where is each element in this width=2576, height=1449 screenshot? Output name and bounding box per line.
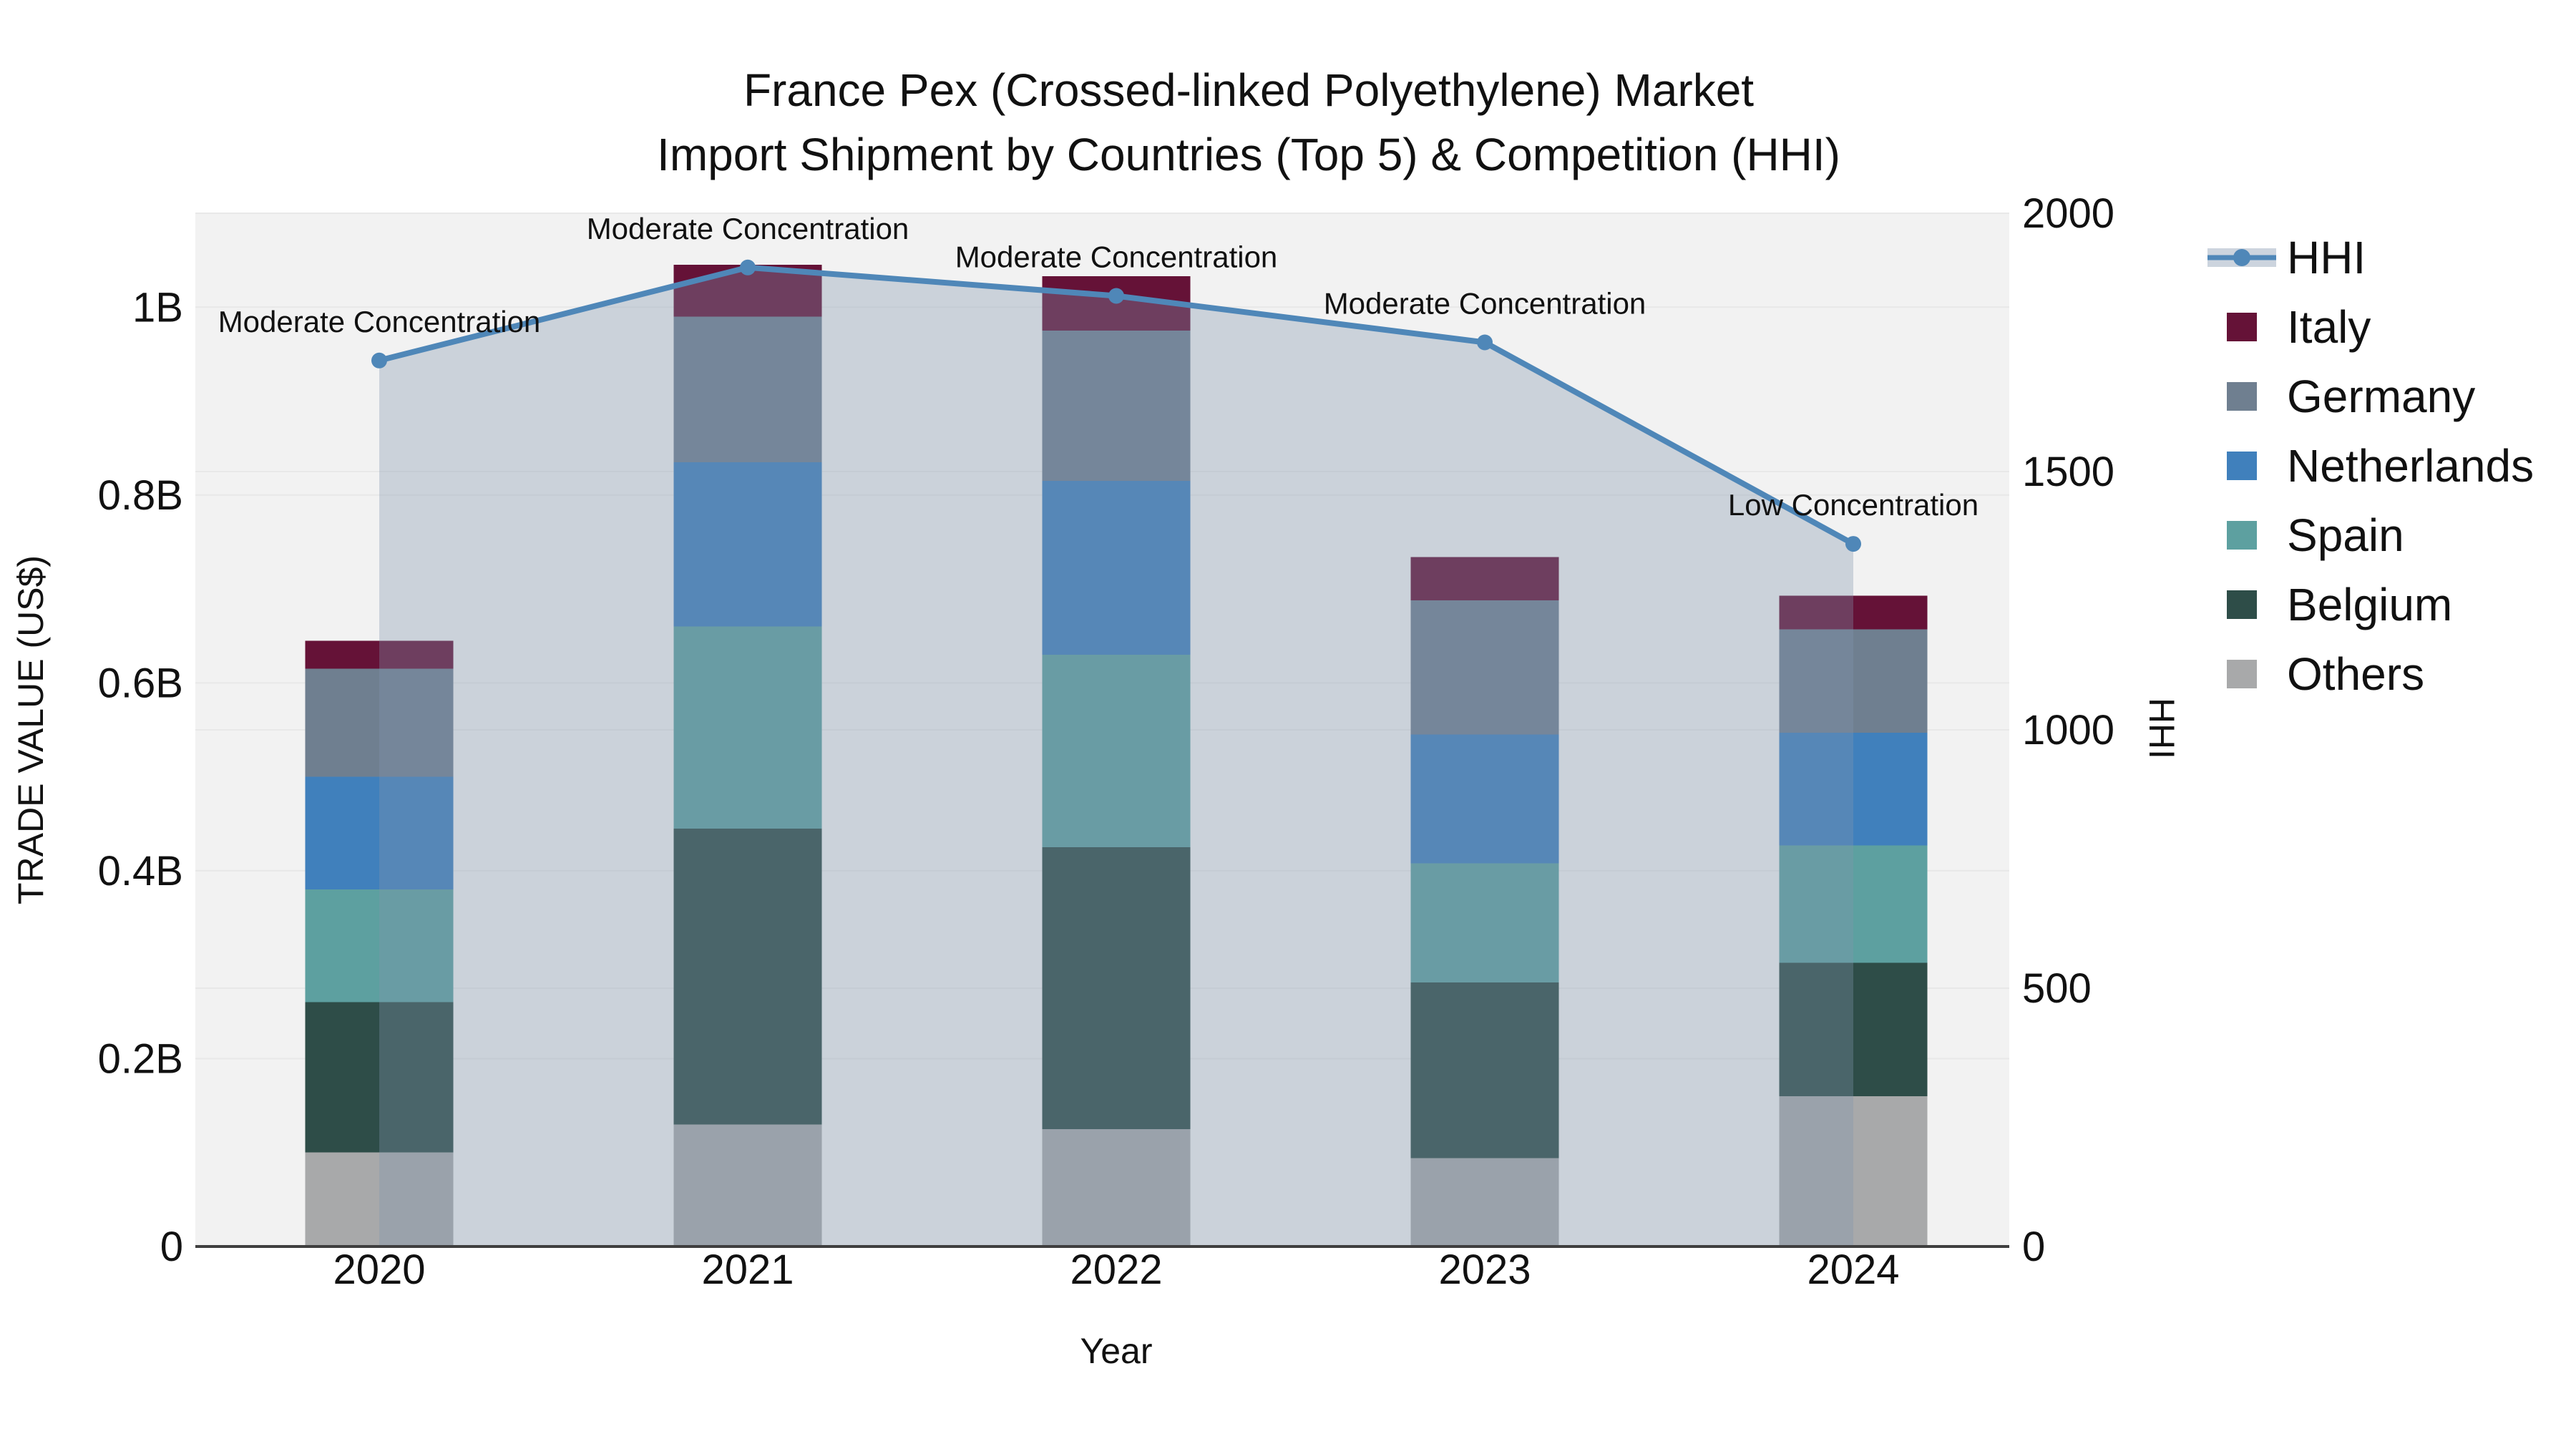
hhi-marker-2021[interactable] [740,259,756,275]
hhi-marker-2024[interactable] [1845,536,1861,552]
bar-segment-2024-germany[interactable] [1779,629,1928,733]
annotation-2020: Moderate Concentration [218,305,541,338]
chart-title-line1: France Pex (Crossed-linked Polyethylene)… [743,64,1754,116]
legend-swatch-spain [2227,521,2257,550]
bar-segment-2024-italy[interactable] [1779,595,1928,630]
bar-segment-2020-others[interactable] [305,1152,454,1246]
hhi-line-layer [371,259,1861,552]
y-axis-title: TRADE VALUE (US$) [11,555,51,904]
y-tick-label: 0.8B [98,472,183,519]
hhi-area-layer [379,267,1853,1246]
bar-segment-2022-spain[interactable] [1042,654,1191,848]
legend-item-germany[interactable]: Germany [2227,371,2475,422]
legend-label-italy: Italy [2287,301,2371,353]
bar-segment-2020-belgium[interactable] [305,1002,454,1153]
legend-label-hhi: HHI [2287,232,2366,283]
legend-swatch-germany [2227,382,2257,411]
legend-item-belgium[interactable]: Belgium [2227,579,2452,630]
legend-item-hhi[interactable]: HHI [2207,232,2366,283]
x-tick-label: 2024 [1807,1246,1899,1293]
y2-tick-label: 1500 [2022,449,2114,495]
bar-segment-2023-spain[interactable] [1410,863,1559,983]
bar-segment-2020-germany[interactable] [305,668,454,777]
hhi-marker-2023[interactable] [1477,334,1493,351]
legend: HHI Italy Germany Netherlands Spain Belgium Ot… [2207,232,2534,700]
legend-item-italy[interactable]: Italy [2227,301,2371,353]
bar-segment-2021-belgium[interactable] [673,828,822,1125]
chart-title-line2: Import Shipment by Countries (Top 5) & C… [657,129,1840,180]
y-tick-label: 0.6B [98,660,183,706]
annotation-2023: Moderate Concentration [1324,287,1646,321]
y2-tick-label: 1000 [2022,707,2114,753]
x-axis-title: Year [1080,1331,1152,1371]
annotation-2021: Moderate Concentration [587,212,909,245]
legend-label-belgium: Belgium [2287,579,2452,630]
x-tick-label: 2022 [1070,1246,1162,1293]
annotation-layer: Moderate Concentration Moderate Concentra… [218,212,1979,522]
x-tick-label: 2021 [701,1246,794,1293]
bar-segment-2020-spain[interactable] [305,889,454,1002]
y-tick-label: 0.4B [98,848,183,894]
bar-segment-2023-italy[interactable] [1410,557,1559,600]
hhi-marker-2022[interactable] [1108,288,1124,304]
y2-tick-label: 2000 [2022,190,2114,237]
legend-label-others: Others [2287,648,2424,700]
bar-segment-2021-others[interactable] [673,1124,822,1246]
y2-axis-title: HHI [2142,698,2182,759]
axis-tick-layer: 0 0.2B 0.4B 0.6B 0.8B 1B 0 500 1000 1500 2000 2020 2… [98,190,2114,1293]
bar-segment-2024-netherlands[interactable] [1779,732,1928,846]
y-tick-label: 0 [160,1224,183,1270]
bar-segment-2022-germany[interactable] [1042,331,1191,482]
bar-segment-2024-belgium[interactable] [1779,962,1928,1096]
y-tick-label: 0.2B [98,1035,183,1082]
bar-segment-2020-netherlands[interactable] [305,776,454,890]
bar-segment-2023-belgium[interactable] [1410,982,1559,1158]
x-tick-label: 2023 [1438,1246,1531,1293]
bar-segment-2022-netherlands[interactable] [1042,481,1191,655]
bar-segment-2021-spain[interactable] [673,626,822,829]
bar-segment-2020-italy[interactable] [305,640,454,669]
legend-label-spain: Spain [2287,509,2404,561]
y2-tick-label: 500 [2022,965,2092,1012]
x-tick-label: 2020 [333,1246,425,1293]
stacked-bars-layer [305,265,1928,1246]
bar-segment-2022-others[interactable] [1042,1128,1191,1246]
y-tick-label: 1B [132,284,183,331]
bar-segment-2024-others[interactable] [1779,1096,1928,1246]
bar-segment-2023-netherlands[interactable] [1410,734,1559,864]
legend-swatch-belgium [2227,590,2257,619]
bar-segment-2021-germany[interactable] [673,316,822,462]
legend-label-netherlands: Netherlands [2287,440,2534,492]
bar-segment-2022-belgium[interactable] [1042,847,1191,1129]
legend-item-netherlands[interactable]: Netherlands [2227,440,2534,492]
hhi-marker-2020[interactable] [371,352,387,369]
legend-swatch-others [2227,660,2257,688]
legend-swatch-netherlands [2227,452,2257,480]
legend-swatch-italy [2227,313,2257,341]
bar-segment-2023-germany[interactable] [1410,600,1559,735]
y2-tick-label: 0 [2022,1224,2045,1270]
legend-item-others[interactable]: Others [2227,648,2424,700]
legend-item-spain[interactable]: Spain [2227,509,2404,561]
bar-segment-2023-others[interactable] [1410,1158,1559,1246]
bar-segment-2024-spain[interactable] [1779,845,1928,963]
legend-label-germany: Germany [2287,371,2475,422]
legend-hhi-marker [2233,249,2250,266]
hhi-area-fill [379,267,1853,1246]
annotation-2024: Low Concentration [1728,488,1979,522]
annotation-2022: Moderate Concentration [955,240,1278,274]
bar-segment-2021-netherlands[interactable] [673,462,822,627]
